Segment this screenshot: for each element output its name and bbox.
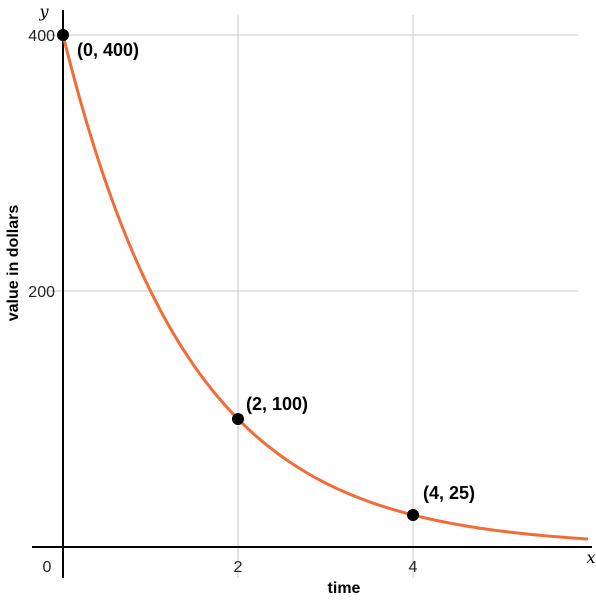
x-variable-label: x xyxy=(586,548,595,567)
origin-label: 0 xyxy=(43,559,52,576)
data-point-label: (4, 25) xyxy=(423,483,475,503)
data-point-label: (2, 100) xyxy=(246,394,308,414)
y-tick-label: 200 xyxy=(28,284,55,301)
data-point xyxy=(407,509,419,521)
y-tick-label: 400 xyxy=(28,28,55,45)
data-point xyxy=(57,29,69,41)
y-variable-label: y xyxy=(38,2,49,21)
data-point-label: (0, 400) xyxy=(77,40,139,60)
data-point xyxy=(232,413,244,425)
x-tick-label: 2 xyxy=(234,559,243,576)
axes xyxy=(32,10,592,578)
decay-curve xyxy=(61,34,589,541)
x-axis-title: time xyxy=(328,580,361,597)
data-points: (0, 400) (2, 100) (4, 25) xyxy=(57,29,475,521)
x-tick-label: 4 xyxy=(409,559,418,576)
grid-lines xyxy=(45,15,578,578)
tick-labels: 2 4 200 400 xyxy=(28,28,417,576)
y-axis-title: value in dollars xyxy=(5,205,22,322)
